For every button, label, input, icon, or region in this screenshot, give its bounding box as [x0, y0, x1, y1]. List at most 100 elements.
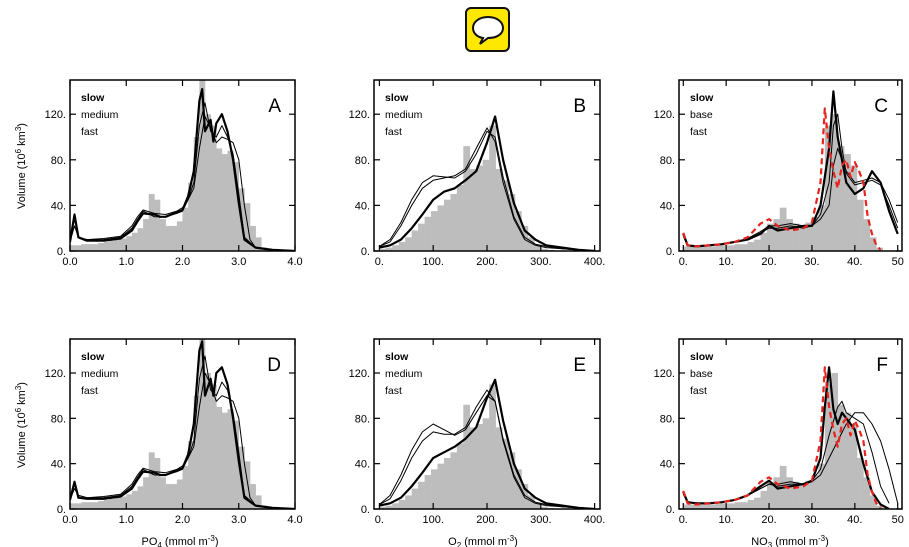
histogram-bar — [205, 373, 211, 509]
histogram-bar — [760, 232, 768, 251]
x-tick-label: 20. — [761, 514, 776, 526]
series-line-slow — [70, 88, 295, 251]
y-tick-label: 0. — [361, 504, 370, 516]
histogram-bar — [75, 503, 82, 509]
histogram-bar — [869, 495, 877, 509]
histogram-bar — [734, 502, 742, 509]
histogram-bar — [805, 480, 813, 509]
histogram-bar — [81, 502, 88, 509]
histogram-bar — [171, 225, 178, 251]
histogram-bar — [869, 237, 877, 251]
series-line-fast — [70, 372, 295, 509]
histogram-bar — [469, 427, 477, 509]
histogram-bar — [741, 502, 748, 509]
histogram-bar — [210, 125, 217, 251]
series-line-fast — [379, 389, 595, 509]
x-tick-label: 3.0 — [231, 256, 246, 268]
y-tick-label: 40. — [51, 459, 66, 471]
histogram-bar — [98, 243, 105, 251]
histogram-bar — [437, 463, 445, 509]
x-tick-label: 100. — [422, 514, 443, 526]
histogram-bar — [126, 494, 133, 509]
histogram-bar — [70, 245, 76, 251]
histogram-bar — [502, 438, 509, 509]
x-tick-label: 300. — [530, 256, 551, 268]
histogram-bar — [182, 207, 189, 251]
histogram-bar — [747, 241, 755, 251]
histogram-bar — [715, 245, 723, 251]
histogram-bar — [856, 458, 864, 509]
histogram-bar — [754, 239, 761, 251]
histogram-bar — [709, 246, 716, 251]
y-tick-label: 120. — [45, 368, 66, 380]
histogram-bar — [721, 503, 729, 509]
panel-b: 0. 40. 80. 120. 0. 100. 200. 300. 400. slow medium… — [349, 79, 605, 268]
plot-area — [379, 115, 595, 251]
panel-d: 0. 40. 80. 120. 0.0 1.0 2.0 3.0 4.0 slow medium fas… — [45, 338, 303, 526]
histogram-bar — [792, 223, 800, 251]
histogram-bar — [210, 384, 217, 509]
histogram-bar — [193, 137, 200, 251]
histogram-bar — [514, 211, 522, 251]
histogram-bar — [250, 484, 256, 509]
legend-entry: medium — [385, 109, 423, 121]
histogram-bar — [689, 504, 697, 509]
histogram-bar — [534, 503, 542, 509]
histogram-bar — [456, 184, 464, 251]
histogram-bar — [431, 211, 438, 251]
histogram-bar — [188, 441, 195, 509]
histogram-bar — [831, 114, 838, 251]
x-axis-label-o2: O2 (mmol m-3) — [448, 534, 518, 547]
plot-area — [70, 80, 295, 251]
legend-entry: fast — [690, 126, 707, 138]
histogram-bar — [205, 114, 211, 251]
y-tick-label: 120. — [349, 368, 370, 380]
legend-entry: base — [690, 109, 713, 121]
histogram-bar — [193, 395, 200, 509]
histogram-bar — [728, 245, 736, 251]
x-tick-label: 4.0 — [287, 256, 302, 268]
x-tick-label: 0. — [679, 514, 688, 526]
y-tick-label: 0. — [361, 246, 370, 258]
x-tick-label: 1.0 — [119, 514, 134, 526]
y-tick-label: 80. — [660, 155, 675, 167]
x-axis-label-no3: NO3 (mmol m-3) — [751, 534, 829, 547]
y-tick-label: 40. — [355, 459, 370, 471]
y-axis-label-top: Volume (106 km3) — [14, 123, 28, 209]
histogram-bar — [482, 159, 490, 251]
histogram-bar — [244, 203, 251, 251]
x-tick-label: 50 — [892, 256, 904, 268]
histogram-bar — [696, 246, 703, 251]
y-tick-label: 80. — [660, 413, 675, 425]
histogram-bar — [437, 205, 445, 251]
panel-letter: A — [268, 96, 281, 117]
histogram-bar — [721, 245, 729, 251]
x-tick-label: 30. — [804, 514, 819, 526]
x-tick-label: 2.0 — [175, 514, 190, 526]
y-tick-label: 80. — [355, 155, 370, 167]
histogram-bar — [137, 486, 144, 509]
histogram-bar — [450, 194, 458, 251]
legend-entry: slow — [385, 351, 409, 363]
histogram-bar — [805, 222, 813, 251]
histogram-bar — [398, 241, 406, 251]
panel-f: 0. 40. 80. 120. 0. 10. 20. 30. 40. 50 slow base fast… — [654, 338, 904, 526]
histogram-bar — [233, 162, 240, 251]
x-tick-label: 1.0 — [119, 256, 134, 268]
histogram-bar — [850, 165, 858, 251]
x-tick-label: 2.0 — [175, 256, 190, 268]
legend-entry: fast — [690, 385, 707, 397]
histogram-bar — [876, 505, 884, 509]
series-line-data — [682, 366, 882, 509]
histogram-bar — [540, 248, 548, 251]
histogram-bar — [514, 469, 522, 509]
series-line-slow — [379, 378, 595, 509]
histogram-bar — [696, 504, 703, 509]
comment-button[interactable] — [465, 7, 510, 52]
histogram-bar — [98, 501, 105, 509]
x-tick-label: 40. — [847, 256, 862, 268]
histogram-bar — [115, 497, 121, 509]
x-tick-label: 200. — [476, 256, 497, 268]
speech-bubble-icon — [471, 15, 505, 45]
histogram-bar — [126, 236, 133, 251]
